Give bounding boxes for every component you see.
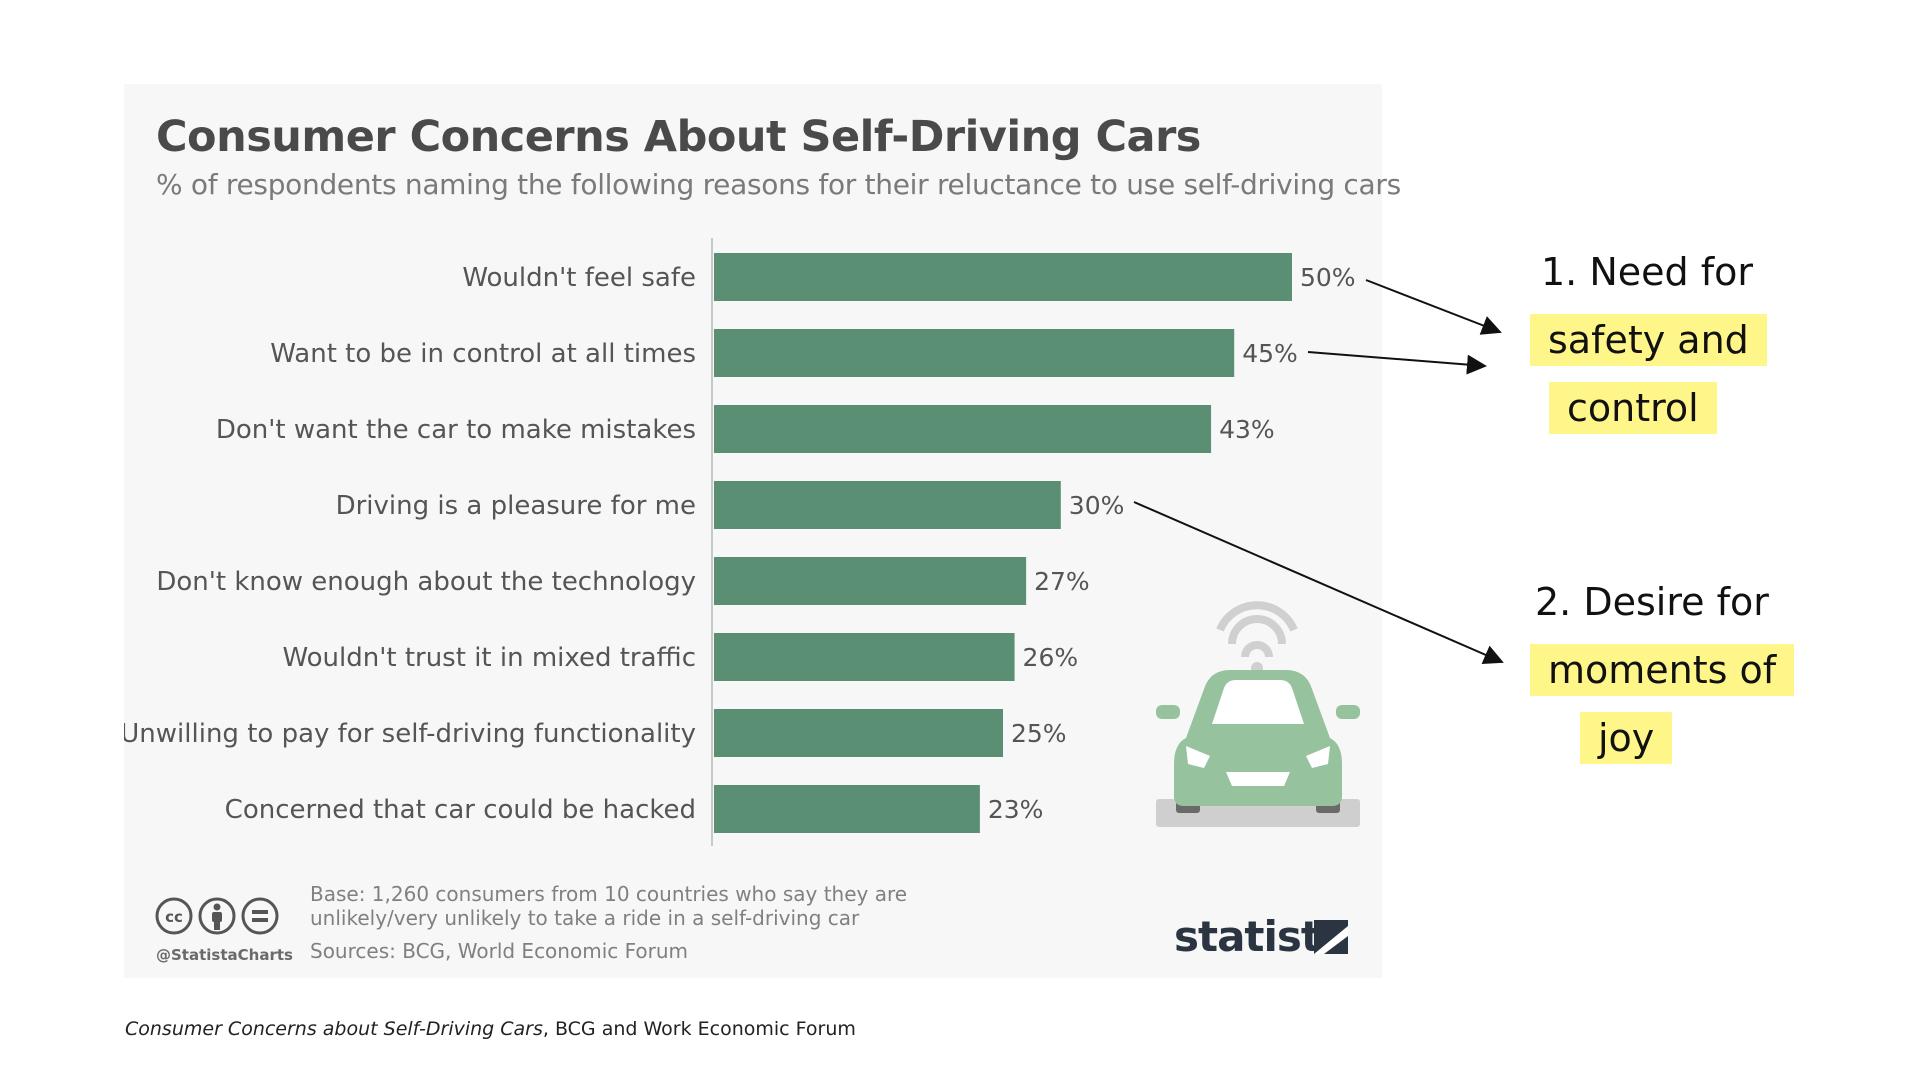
no-derivatives-icon	[241, 897, 279, 935]
category-label: Don't know enough about the technology	[156, 567, 696, 597]
arrow-to-joy	[1133, 501, 1504, 664]
bar	[714, 557, 1027, 605]
value-label: 25%	[1011, 719, 1067, 748]
annotation-2-line3: joy	[1580, 712, 1673, 764]
annotation-2-line1: 2. Desire for	[1535, 580, 1769, 624]
base-note-line1: Base: 1,260 consumers from 10 countries …	[310, 882, 908, 906]
bar	[714, 633, 1015, 681]
arrow-to-safety	[1365, 279, 1502, 335]
self-driving-car-icon	[1156, 601, 1360, 827]
value-label: 23%	[988, 795, 1044, 824]
value-label: 50%	[1300, 263, 1356, 292]
twitter-handle: @StatistaCharts	[156, 946, 293, 964]
chart-title: Consumer Concerns About Self-Driving Car…	[156, 112, 1201, 162]
value-label: 45%	[1242, 339, 1298, 368]
caption-rest: , BCG and Work Economic Forum	[542, 1018, 856, 1040]
annotation-2-line2: moments of	[1530, 644, 1795, 696]
value-label: 26%	[1023, 643, 1079, 672]
bar	[714, 709, 1003, 757]
category-label: Driving is a pleasure for me	[336, 491, 696, 521]
svg-text:cc: cc	[165, 908, 183, 926]
bar	[714, 785, 980, 833]
attribution-icon	[198, 897, 236, 935]
value-label: 43%	[1219, 415, 1275, 444]
category-label: Don't want the car to make mistakes	[216, 415, 696, 445]
sources-note: Sources: BCG, World Economic Forum	[310, 939, 689, 963]
statista-logo-icon	[1314, 920, 1348, 954]
bar-chart: Wouldn't feel safe 50% Want to be in contr…	[124, 238, 1360, 846]
creative-commons-icons: cc	[155, 897, 279, 935]
chart-card: Consumer Concerns About Self-Driving Car…	[124, 84, 1401, 978]
annotation-1-line1: 1. Need for	[1541, 250, 1753, 294]
base-note-line2: unlikely/very unlikely to take a ride in…	[310, 906, 860, 930]
category-label: Unwilling to pay for self-driving functi…	[124, 719, 696, 749]
annotation-1-line3: control	[1549, 382, 1717, 434]
caption-italic: Consumer Concerns about Self-Driving Car…	[125, 1018, 543, 1040]
category-label: Concerned that car could be hacked	[225, 795, 696, 825]
value-label: 27%	[1034, 567, 1090, 596]
bar	[714, 329, 1235, 377]
bar	[714, 253, 1292, 301]
category-label: Wouldn't trust it in mixed traffic	[282, 643, 696, 673]
category-label: Want to be in control at all times	[270, 339, 696, 369]
value-label: 30%	[1069, 491, 1125, 520]
bar	[714, 481, 1061, 529]
chart-subtitle: % of respondents naming the following re…	[156, 168, 1401, 201]
cc-icon: cc	[155, 897, 193, 935]
image-caption: Consumer Concerns about Self-Driving Car…	[125, 1018, 856, 1040]
bar	[714, 405, 1212, 453]
category-label: Wouldn't feel safe	[462, 263, 696, 293]
arrow-to-control	[1307, 351, 1487, 375]
annotation-1-line2: safety and	[1530, 314, 1767, 366]
